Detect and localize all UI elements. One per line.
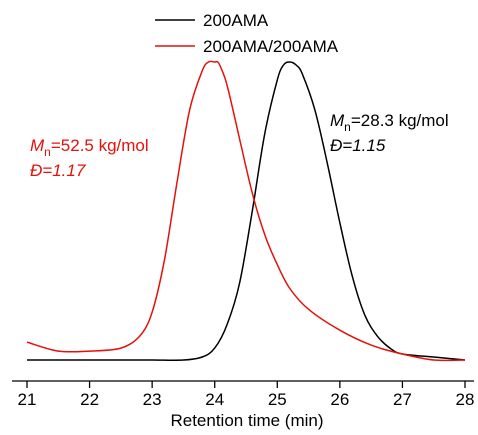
annotation-mn-red-sub: n	[44, 145, 51, 159]
x-axis: 21 22 23 24 25 26 27 28 Retention time (min)	[12, 380, 475, 430]
annotation-mn-black-symbol: M	[330, 111, 345, 130]
annotation-dispersity-red: Đ=1.17	[30, 161, 86, 180]
series-line-200ama-200ama	[26, 60, 466, 362]
x-axis-title: Retention time (min)	[170, 411, 323, 430]
annotation-mn-red-value: =52.5 kg/mol	[51, 136, 149, 155]
plot-area	[26, 60, 466, 362]
annotation-dispersity-black: Đ=1.15	[330, 136, 386, 155]
x-tick-label-26: 26	[330, 390, 349, 409]
annotation-mn-red-symbol: M	[30, 136, 45, 155]
x-tick-label-28: 28	[456, 390, 475, 409]
legend: 200AMA 200AMA/200AMA	[155, 11, 339, 56]
annotation-mn-black-sub: n	[344, 120, 351, 134]
x-axis-ticks: 21 22 23 24 25 26 27 28	[18, 381, 475, 409]
legend-label-200ama: 200AMA	[203, 11, 269, 30]
x-tick-label-25: 25	[268, 390, 287, 409]
x-tick-label-23: 23	[143, 390, 162, 409]
legend-label-200ama-200ama: 200AMA/200AMA	[203, 37, 339, 56]
annotation-mn-red: Mn=52.5 kg/mol	[30, 136, 149, 159]
x-tick-label-27: 27	[393, 390, 412, 409]
x-tick-label-24: 24	[205, 390, 224, 409]
annotation-mn-black: Mn=28.3 kg/mol	[330, 111, 449, 134]
annotation-mn-black-value: =28.3 kg/mol	[351, 111, 449, 130]
x-tick-label-21: 21	[18, 390, 37, 409]
x-tick-label-22: 22	[80, 390, 99, 409]
series-line-200ama	[27, 61, 466, 361]
